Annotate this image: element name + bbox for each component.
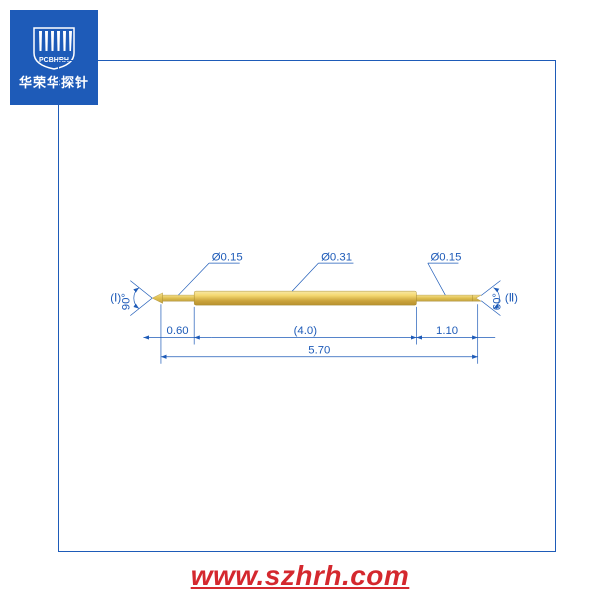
- label-right-roman: (Ⅱ): [505, 293, 518, 305]
- dim-leader-body-dia: [292, 263, 318, 291]
- angle-line-left-top: [130, 281, 152, 299]
- probe-left-tip: [152, 293, 163, 304]
- dim-body-diameter: Ø0.31: [321, 252, 352, 264]
- probe-right-shaft: [416, 295, 472, 301]
- angle-arc-left: [134, 288, 139, 309]
- probe-left-shaft: [163, 295, 195, 301]
- dim-right-tip-length: 1.10: [436, 325, 458, 337]
- probe-right-tip: [472, 295, 481, 301]
- dim-leader-right-dia: [428, 263, 446, 295]
- dim-left-diameter: Ø0.15: [212, 252, 243, 264]
- probe-diagram: Ø0.15 Ø0.31 Ø0.15 90° (Ⅰ) 60° (Ⅱ) 0.60 (…: [70, 250, 545, 390]
- dim-right-diameter: Ø0.15: [430, 252, 461, 264]
- dim-right-angle: 60°: [491, 293, 503, 310]
- website-url: www.szhrh.com: [0, 560, 600, 592]
- probe-body: [194, 291, 416, 305]
- dim-left-tip-length: 0.60: [167, 325, 189, 337]
- dim-total-length: 5.70: [308, 344, 330, 356]
- dim-leader-left-dia: [178, 263, 209, 295]
- angle-line-left-bot: [130, 298, 152, 316]
- label-left-roman: (Ⅰ): [110, 293, 121, 305]
- dim-left-angle: 90°: [120, 293, 132, 310]
- dim-body-length: (4.0): [294, 325, 318, 337]
